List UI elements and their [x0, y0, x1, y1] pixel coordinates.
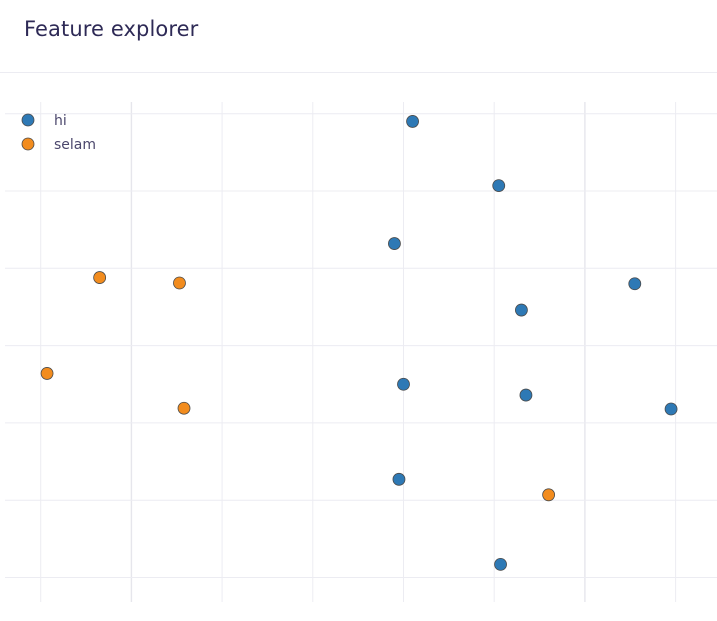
data-point-hi[interactable]	[494, 557, 507, 571]
legend-label: selam	[54, 137, 96, 153]
scatter-plot[interactable]: hi selam	[0, 72, 717, 617]
grid	[5, 102, 717, 602]
data-point-hi[interactable]	[519, 388, 533, 402]
legend-label: hi	[54, 113, 67, 129]
data-point-selam[interactable]	[40, 367, 54, 380]
data-point-hi[interactable]	[392, 472, 406, 486]
page-title: Feature explorer	[24, 17, 199, 41]
data-point-hi[interactable]	[492, 179, 506, 192]
chart-area: hi selam	[0, 72, 717, 617]
legend-item-selam[interactable]: selam	[21, 137, 96, 153]
data-points	[40, 115, 678, 571]
data-point-hi[interactable]	[628, 277, 642, 291]
data-point-hi[interactable]	[388, 237, 401, 250]
legend-marker	[21, 113, 35, 127]
data-point-selam[interactable]	[173, 276, 186, 290]
header: Feature explorer	[0, 0, 717, 73]
legend-item-hi[interactable]: hi	[21, 113, 67, 129]
data-point-selam[interactable]	[542, 488, 556, 502]
data-point-hi[interactable]	[664, 402, 678, 416]
data-point-hi[interactable]	[406, 115, 419, 128]
legend[interactable]: hi selam	[21, 113, 96, 153]
data-point-selam[interactable]	[177, 401, 191, 415]
data-point-hi[interactable]	[397, 377, 410, 391]
legend-marker	[21, 137, 35, 151]
data-point-hi[interactable]	[515, 303, 528, 317]
data-point-selam[interactable]	[93, 271, 107, 284]
